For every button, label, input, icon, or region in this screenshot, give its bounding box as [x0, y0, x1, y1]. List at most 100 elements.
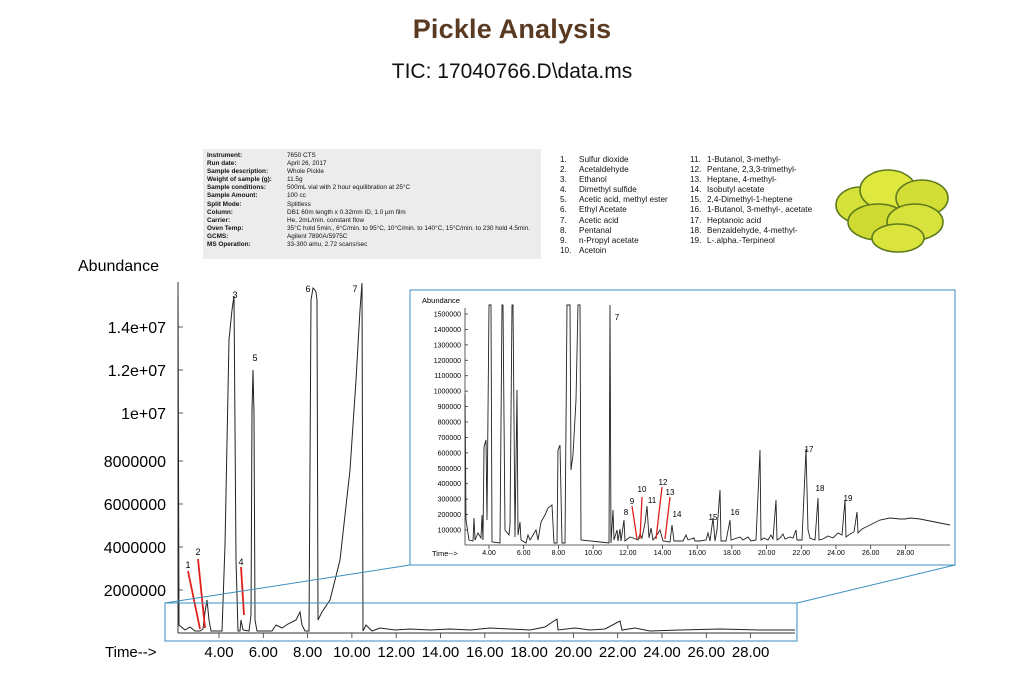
- compound-legend-item: 8. Pentanal: [560, 226, 668, 236]
- peak-label: 4: [238, 557, 243, 567]
- compound-legend-item: 15. 2,4-Dimethyl-1-heptene: [690, 195, 812, 205]
- compound-legend-item: 12. Pentane, 2,3,3-trimethyl-: [690, 165, 812, 175]
- inset-y-tick-label: 1200000: [434, 358, 461, 365]
- inset-y-tick-label: 100000: [438, 528, 461, 535]
- instrument-metadata-panel: Instrument: 7650 CTS Run date: April 26, 20…: [203, 149, 541, 259]
- metadata-key: MS Operation:: [207, 241, 251, 249]
- inset-x-tick-label: 20.00: [758, 550, 776, 557]
- compound-number: 18.: [690, 225, 702, 235]
- peak-label: 5: [252, 353, 257, 363]
- peak-label: 16: [731, 508, 740, 517]
- y-tick-label: 1.4e+07: [108, 320, 166, 337]
- compound-name: Ethyl Acetate: [579, 205, 627, 215]
- peak-label: 11: [648, 496, 657, 505]
- inset-x-tick-label: 22.00: [793, 550, 811, 557]
- x-tick-label: 4.00: [204, 644, 233, 661]
- metadata-row: Sample description: Whole Pickle: [207, 168, 537, 176]
- metadata-key: Instrument:: [207, 152, 243, 159]
- metadata-value: DB1 60m length x 0.32mm ID, 1.0 µm film: [287, 208, 406, 216]
- compound-number: 10.: [560, 245, 572, 255]
- metadata-row: Run date: April 26, 2017: [207, 160, 537, 168]
- compound-number: 2.: [560, 165, 567, 175]
- metadata-row: Carrier: He, 2mL/min. constant flow: [207, 217, 537, 225]
- peak-label: 8: [624, 508, 629, 517]
- x-tick-label: 18.00: [510, 644, 548, 661]
- compound-number: 5.: [560, 195, 567, 205]
- inset-y-tick-label: 1400000: [434, 327, 461, 334]
- metadata-value: 11.5g: [287, 176, 303, 184]
- compound-number: 6.: [560, 205, 567, 215]
- compound-name: Sulfur dioxide: [579, 155, 629, 164]
- y-tick-label: 2000000: [104, 583, 166, 600]
- peak-label: 6: [305, 284, 310, 294]
- x-tick-label: 10.00: [333, 644, 371, 661]
- compound-name: Isobutyl acetate: [707, 185, 765, 195]
- metadata-value: Whole Pickle: [287, 168, 324, 176]
- compound-legend-item: 18. Benzaldehyde, 4-methyl-: [690, 226, 812, 236]
- compound-legend-item: 1. Sulfur dioxide: [560, 155, 668, 165]
- metadata-value: 7650 CTS: [287, 152, 316, 159]
- compound-legend-item: 9. n-Propyl acetate: [560, 236, 668, 246]
- compound-number: 9.: [560, 235, 567, 245]
- peak-label: 1: [185, 560, 190, 570]
- compound-number: 11.: [690, 155, 701, 164]
- metadata-row: Split Mode: Splitless: [207, 201, 537, 209]
- main-trace: [177, 282, 795, 632]
- metadata-value: 33-300 amu, 2.72 scans/sec: [287, 241, 368, 249]
- x-tick-label: 28.00: [732, 644, 770, 661]
- compound-name: L-.alpha.-Terpineol: [707, 235, 775, 245]
- metadata-value: April 26, 2017: [287, 160, 327, 168]
- inset-y-tick-label: 600000: [438, 450, 461, 457]
- inset-y-tick-label: 700000: [438, 435, 461, 442]
- compound-legend-item: 7. Acetic acid: [560, 216, 668, 226]
- compound-legend-item: 5. Acetic acid, methyl ester: [560, 195, 668, 205]
- zoom-region-box: [164, 602, 798, 642]
- inset-y-tick-label: 800000: [438, 420, 461, 427]
- x-tick-label: 12.00: [377, 644, 415, 661]
- metadata-key: Split Mode:: [207, 200, 242, 208]
- page-title: Pickle Analysis: [412, 14, 612, 44]
- compound-legend-item: 13. Heptane, 4-methyl-: [690, 175, 812, 185]
- compound-name: Heptane, 4-methyl-: [707, 175, 777, 185]
- peak-label: 14: [673, 510, 682, 519]
- compound-number: 7.: [560, 215, 567, 225]
- compound-number: 13.: [690, 175, 702, 185]
- compound-name: Benzaldehyde, 4-methyl-: [707, 225, 798, 235]
- metadata-key: Oven Temp:: [207, 224, 244, 232]
- y-axis-title: Abundance: [78, 258, 159, 275]
- x-tick-label: 16.00: [466, 644, 504, 661]
- compound-legend-item: 14. Isobutyl acetate: [690, 185, 812, 195]
- y-tick-label: 6000000: [104, 497, 166, 514]
- x-tick-label: 26.00: [688, 644, 726, 661]
- metadata-value: Splitless: [287, 200, 311, 208]
- inset-x-tick-label: 6.00: [517, 550, 531, 557]
- y-tick-label: 4000000: [104, 540, 166, 557]
- compound-name: Pentane, 2,3,3-trimethyl-: [707, 165, 797, 175]
- compound-name: Acetic acid, methyl ester: [579, 195, 668, 205]
- metadata-value: He, 2mL/min. constant flow: [287, 216, 365, 224]
- compound-number: 8.: [560, 225, 567, 235]
- inset-x-tick-label: 12.00: [619, 550, 637, 557]
- metadata-row: GCMS: Agilent 7890A/5975C: [207, 233, 537, 241]
- compound-legend-item: 6. Ethyl Acetate: [560, 205, 668, 215]
- metadata-key: Sample description:: [207, 168, 269, 176]
- callout-lines-inset: [631, 486, 671, 540]
- inset-trace: [464, 304, 951, 544]
- compound-number: 15.: [690, 195, 702, 205]
- inset-x-tick-label: 4.00: [482, 550, 496, 557]
- metadata-key: GCMS:: [207, 232, 229, 240]
- metadata-key: Sample Amount:: [207, 192, 258, 200]
- metadata-row: Weight of sample (g): 11.5g: [207, 176, 537, 184]
- peak-label: 19: [844, 494, 853, 503]
- x-tick-label: 8.00: [293, 644, 322, 661]
- compound-legend-col1: 1. Sulfur dioxide 2. Acetaldehyde 3. Ethanol 4…: [560, 155, 668, 256]
- compound-number: 12.: [690, 165, 702, 175]
- metadata-row: Oven Temp: 35°C hold 5min., 6°C/min. to 9…: [207, 225, 537, 233]
- compound-number: 4.: [560, 185, 567, 195]
- compound-number: 17.: [690, 215, 702, 225]
- compound-name: n-Propyl acetate: [579, 235, 639, 245]
- inset-y-tick-label: 200000: [438, 512, 461, 519]
- compound-legend-item: 16. 1-Butanol, 3-methyl-, acetate: [690, 205, 812, 215]
- metadata-key: Run date:: [207, 160, 237, 168]
